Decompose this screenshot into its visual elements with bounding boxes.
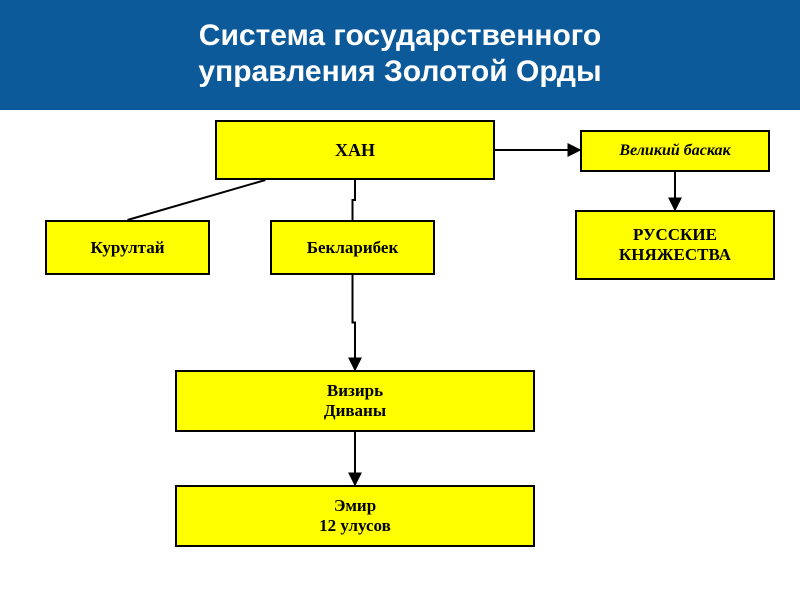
- node-khan: ХАН: [215, 120, 495, 180]
- node-khan-label: ХАН: [335, 140, 375, 161]
- node-emir-label: Эмир12 улусов: [319, 496, 391, 535]
- node-rus: РУССКИЕКНЯЖЕСТВА: [575, 210, 775, 280]
- node-emir: Эмир12 улусов: [175, 485, 535, 547]
- node-beklaribek-label: Бекларибек: [307, 238, 398, 258]
- page-title: Система государственного управления Золо…: [0, 0, 800, 110]
- diagram-canvas: ХАН Великий баскак Курултай Бекларибек РУССК…: [0, 110, 800, 580]
- node-baskak-label: Великий баскак: [619, 142, 730, 160]
- node-kurultai: Курултай: [45, 220, 210, 275]
- node-beklaribek: Бекларибек: [270, 220, 435, 275]
- title-line-1: Система государственного: [199, 19, 601, 52]
- title-line-2: управления Золотой Орды: [198, 55, 601, 88]
- node-kurultai-label: Курултай: [90, 238, 164, 258]
- node-rus-label: РУССКИЕКНЯЖЕСТВА: [619, 225, 731, 264]
- node-vizir: ВизирьДиваны: [175, 370, 535, 432]
- node-baskak: Великий баскак: [580, 130, 770, 172]
- node-vizir-label: ВизирьДиваны: [324, 381, 386, 420]
